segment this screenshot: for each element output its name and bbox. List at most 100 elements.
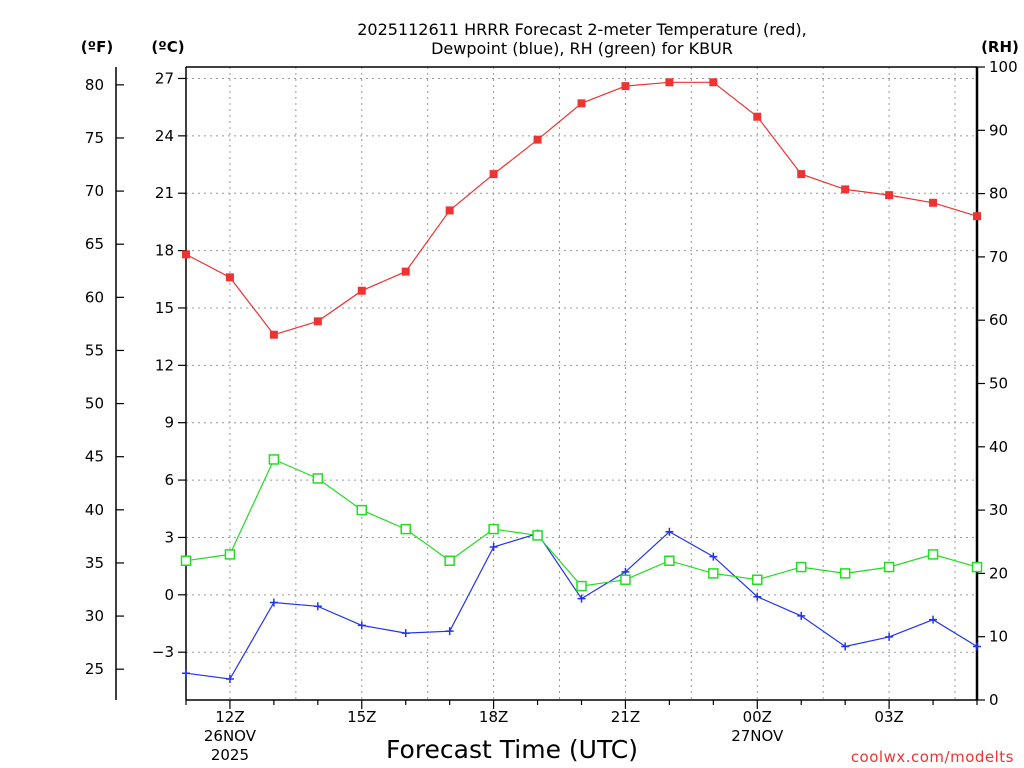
- temperature-point: [929, 198, 938, 207]
- time-tick-label: 00Z: [743, 708, 772, 726]
- celsius-tick-label: 21: [155, 184, 174, 202]
- dewpoint-point: [313, 602, 322, 611]
- rh-point: [708, 568, 719, 579]
- data-series: [180, 78, 983, 683]
- dewpoint-point: [225, 674, 234, 683]
- celsius-tick-label: −3: [152, 643, 174, 661]
- temperature-point: [313, 317, 322, 326]
- celsius-tick-label: 18: [155, 242, 174, 260]
- rh-point: [312, 473, 324, 484]
- dewpoint-point: [973, 642, 981, 651]
- rh-point: [795, 561, 807, 573]
- fahrenheit-tick-label: 65: [85, 235, 104, 253]
- time-tick-label: 18Z: [479, 708, 508, 726]
- temperature-point: [709, 78, 718, 87]
- fahrenheit-tick-label: 30: [85, 607, 104, 625]
- fahrenheit-tick-label: 45: [85, 448, 104, 466]
- chart-title-line2: Dewpoint (blue), RH (green) for KBUR: [431, 39, 733, 58]
- rh-point: [224, 549, 236, 560]
- temperature-point: [357, 286, 366, 295]
- temperature-point: [401, 267, 410, 276]
- fahrenheit-tick-label: 70: [85, 182, 104, 200]
- rh-tick-label: 0: [989, 691, 999, 709]
- temperature-point: [225, 273, 234, 282]
- fahrenheit-tick-label: 60: [85, 288, 104, 306]
- chart-title-line1: 2025112611 HRRR Forecast 2-meter Tempera…: [357, 20, 807, 39]
- rh-tick-label: 40: [989, 438, 1008, 456]
- fahrenheit-tick-label: 40: [85, 501, 104, 519]
- dewpoint-point: [577, 594, 586, 603]
- fahrenheit-tick-label: 55: [85, 341, 104, 359]
- fahrenheit-tick-label: 35: [85, 554, 104, 572]
- time-tick-label: 21Z: [611, 708, 640, 726]
- celsius-tick-label: 12: [155, 356, 174, 374]
- celsius-tick-label: 3: [164, 528, 174, 546]
- rh-point: [444, 555, 455, 566]
- dewpoint-point: [885, 632, 894, 641]
- rh-unit-label: (RH): [981, 38, 1019, 56]
- rh-tick-label: 100: [989, 58, 1018, 76]
- rh-point: [971, 561, 983, 573]
- celsius-tick-label: 9: [164, 414, 174, 432]
- rh-point: [839, 568, 851, 579]
- rh-tick-label: 30: [989, 501, 1008, 519]
- dewpoint-point: [357, 621, 366, 630]
- temperature-point: [269, 330, 278, 339]
- dewpoint-point: [841, 642, 850, 651]
- dewpoint-point: [753, 592, 762, 601]
- rh-point: [400, 523, 411, 535]
- dewpoint-point: [929, 615, 938, 624]
- fahrenheit-tick-label: 25: [85, 660, 104, 678]
- rh-point: [620, 574, 631, 585]
- time-tick-label: 12Z: [215, 708, 244, 726]
- celsius-tick-label: 6: [164, 471, 174, 489]
- dewpoint-point: [489, 543, 498, 552]
- time-tick-label: 15Z: [347, 708, 376, 726]
- celsius-tick-label: 24: [155, 127, 174, 145]
- rh-tick-label: 70: [989, 248, 1008, 266]
- rh-line: [185, 458, 978, 587]
- temperature-point: [841, 185, 850, 194]
- rh-point: [180, 555, 192, 566]
- rh-point: [883, 561, 895, 573]
- temperature-point: [885, 191, 894, 200]
- temperature-point: [797, 170, 806, 179]
- temperature-point: [445, 206, 454, 215]
- date-tick-label: 26NOV: [204, 727, 257, 745]
- temperature-point: [753, 112, 762, 121]
- fahrenheit-tick-label: 50: [85, 395, 104, 413]
- temperature-point: [665, 78, 674, 87]
- temperature-point: [577, 99, 586, 108]
- rh-point: [268, 454, 280, 465]
- rh-tick-label: 50: [989, 375, 1008, 393]
- temperature-point: [489, 170, 498, 179]
- rh-point: [927, 549, 939, 560]
- rh-tick-label: 10: [989, 628, 1008, 646]
- axes: 2724211815129630−38075706560555045403530…: [85, 58, 1018, 764]
- rh-point: [356, 504, 368, 516]
- celsius-tick-label: 27: [155, 69, 174, 87]
- year-tick-label: 2025: [211, 746, 249, 764]
- temperature-point: [621, 82, 630, 91]
- dewpoint-point: [665, 527, 674, 536]
- credit-link[interactable]: coolwx.com/modelts: [851, 748, 1014, 766]
- celsius-tick-label: 0: [164, 586, 174, 604]
- time-tick-label: 03Z: [874, 708, 903, 726]
- dewpoint-point: [269, 598, 278, 607]
- rh-point: [532, 530, 543, 541]
- rh-tick-label: 20: [989, 564, 1008, 582]
- rh-point: [752, 574, 763, 585]
- plot-frame: [115, 66, 979, 701]
- dewpoint-point: [445, 627, 454, 636]
- fahrenheit-tick-label: 80: [85, 76, 104, 94]
- x-axis-title: Forecast Time (UTC): [386, 735, 638, 764]
- celsius-unit-label: (ºC): [151, 38, 184, 56]
- fahrenheit-tick-label: 75: [85, 129, 104, 147]
- rh-tick-label: 90: [989, 121, 1008, 139]
- rh-tick-label: 60: [989, 311, 1008, 329]
- dewpoint-point: [401, 629, 410, 638]
- fahrenheit-unit-label: (ºF): [81, 38, 113, 56]
- temperature-point: [533, 135, 542, 144]
